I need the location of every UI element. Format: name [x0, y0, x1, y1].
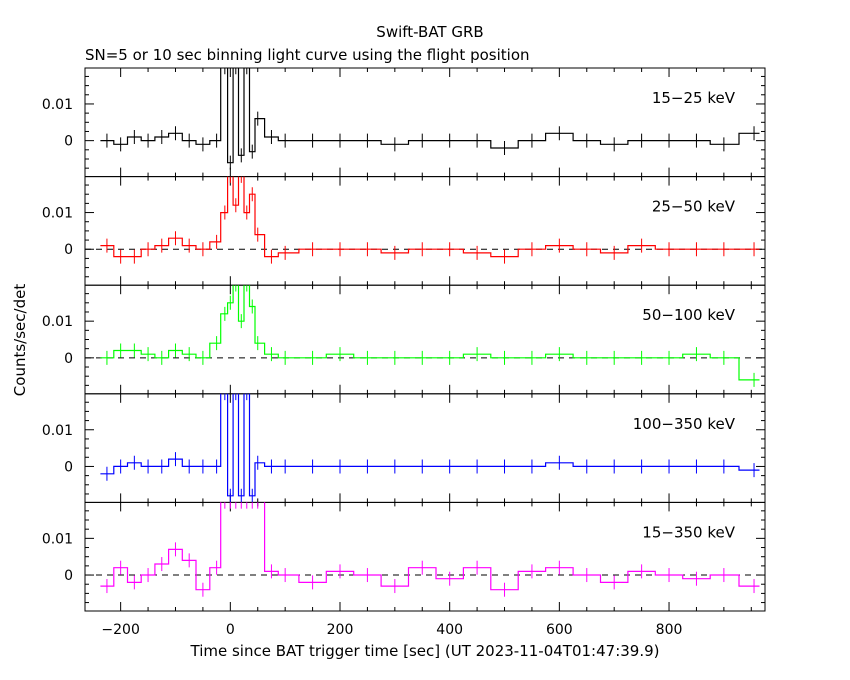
x-tick-label: 600 — [546, 622, 573, 638]
series-line — [100, 285, 760, 381]
panel-frame — [84, 176, 766, 286]
panel-3: 0 0.01 50−100 keV — [42, 284, 766, 395]
series-label: 15−350 keV — [642, 523, 735, 541]
x-tick-label: 200 — [327, 622, 354, 638]
panels-group: 0 0.01 15−25 keV 0 0.01 25−50 keV 0 0.01 50−100 … — [42, 67, 766, 638]
chart-subtitle: SN=5 or 10 sec binning light curve using… — [85, 46, 530, 64]
panel-frame — [84, 501, 766, 612]
series-group — [100, 68, 760, 170]
y-tick-label: 0.01 — [42, 531, 73, 547]
series-label: 100−350 keV — [633, 415, 736, 433]
x-axis-label: Time since BAT trigger time [sec] (UT 20… — [190, 642, 660, 660]
panel-frame — [84, 67, 766, 178]
panel-4: 0 0.01 100−350 keV — [42, 393, 766, 503]
y-tick-label: 0.01 — [42, 97, 73, 113]
y-tick-label: 0.01 — [42, 423, 73, 439]
y-tick-label: 0.01 — [42, 206, 73, 222]
y-axis-label: Counts/sec/det — [11, 284, 29, 397]
series-label: 25−50 keV — [652, 198, 736, 216]
y-tick-label: 0.01 — [42, 314, 73, 330]
series-line — [100, 393, 760, 497]
y-tick-label: 0 — [64, 351, 73, 367]
x-tick-label: −200 — [101, 622, 139, 638]
x-tick-label: 0 — [226, 622, 235, 638]
y-tick-label: 0 — [64, 242, 73, 258]
panel-2: 0 0.01 25−50 keV — [42, 176, 766, 286]
series-label: 50−100 keV — [642, 306, 735, 324]
y-tick-label: 0 — [64, 568, 73, 584]
series-group — [100, 176, 760, 264]
panel-5: 0 0.01 15−350 keV — [42, 501, 766, 612]
series-group — [100, 502, 760, 597]
series-line — [100, 502, 760, 591]
chart-title: Swift-BAT GRB — [376, 23, 483, 41]
x-tick-label: 800 — [656, 622, 683, 638]
x-tick-label: 400 — [436, 622, 463, 638]
panel-1: 0 0.01 15−25 keV — [42, 67, 766, 178]
series-label: 15−25 keV — [652, 89, 736, 107]
series-group — [100, 285, 760, 387]
y-tick-label: 0 — [64, 134, 73, 150]
panel-frame — [84, 284, 766, 395]
series-group — [100, 393, 760, 503]
y-tick-label: 0 — [64, 459, 73, 475]
series-line — [100, 68, 760, 164]
panel-frame — [84, 393, 766, 503]
series-line — [100, 176, 760, 258]
